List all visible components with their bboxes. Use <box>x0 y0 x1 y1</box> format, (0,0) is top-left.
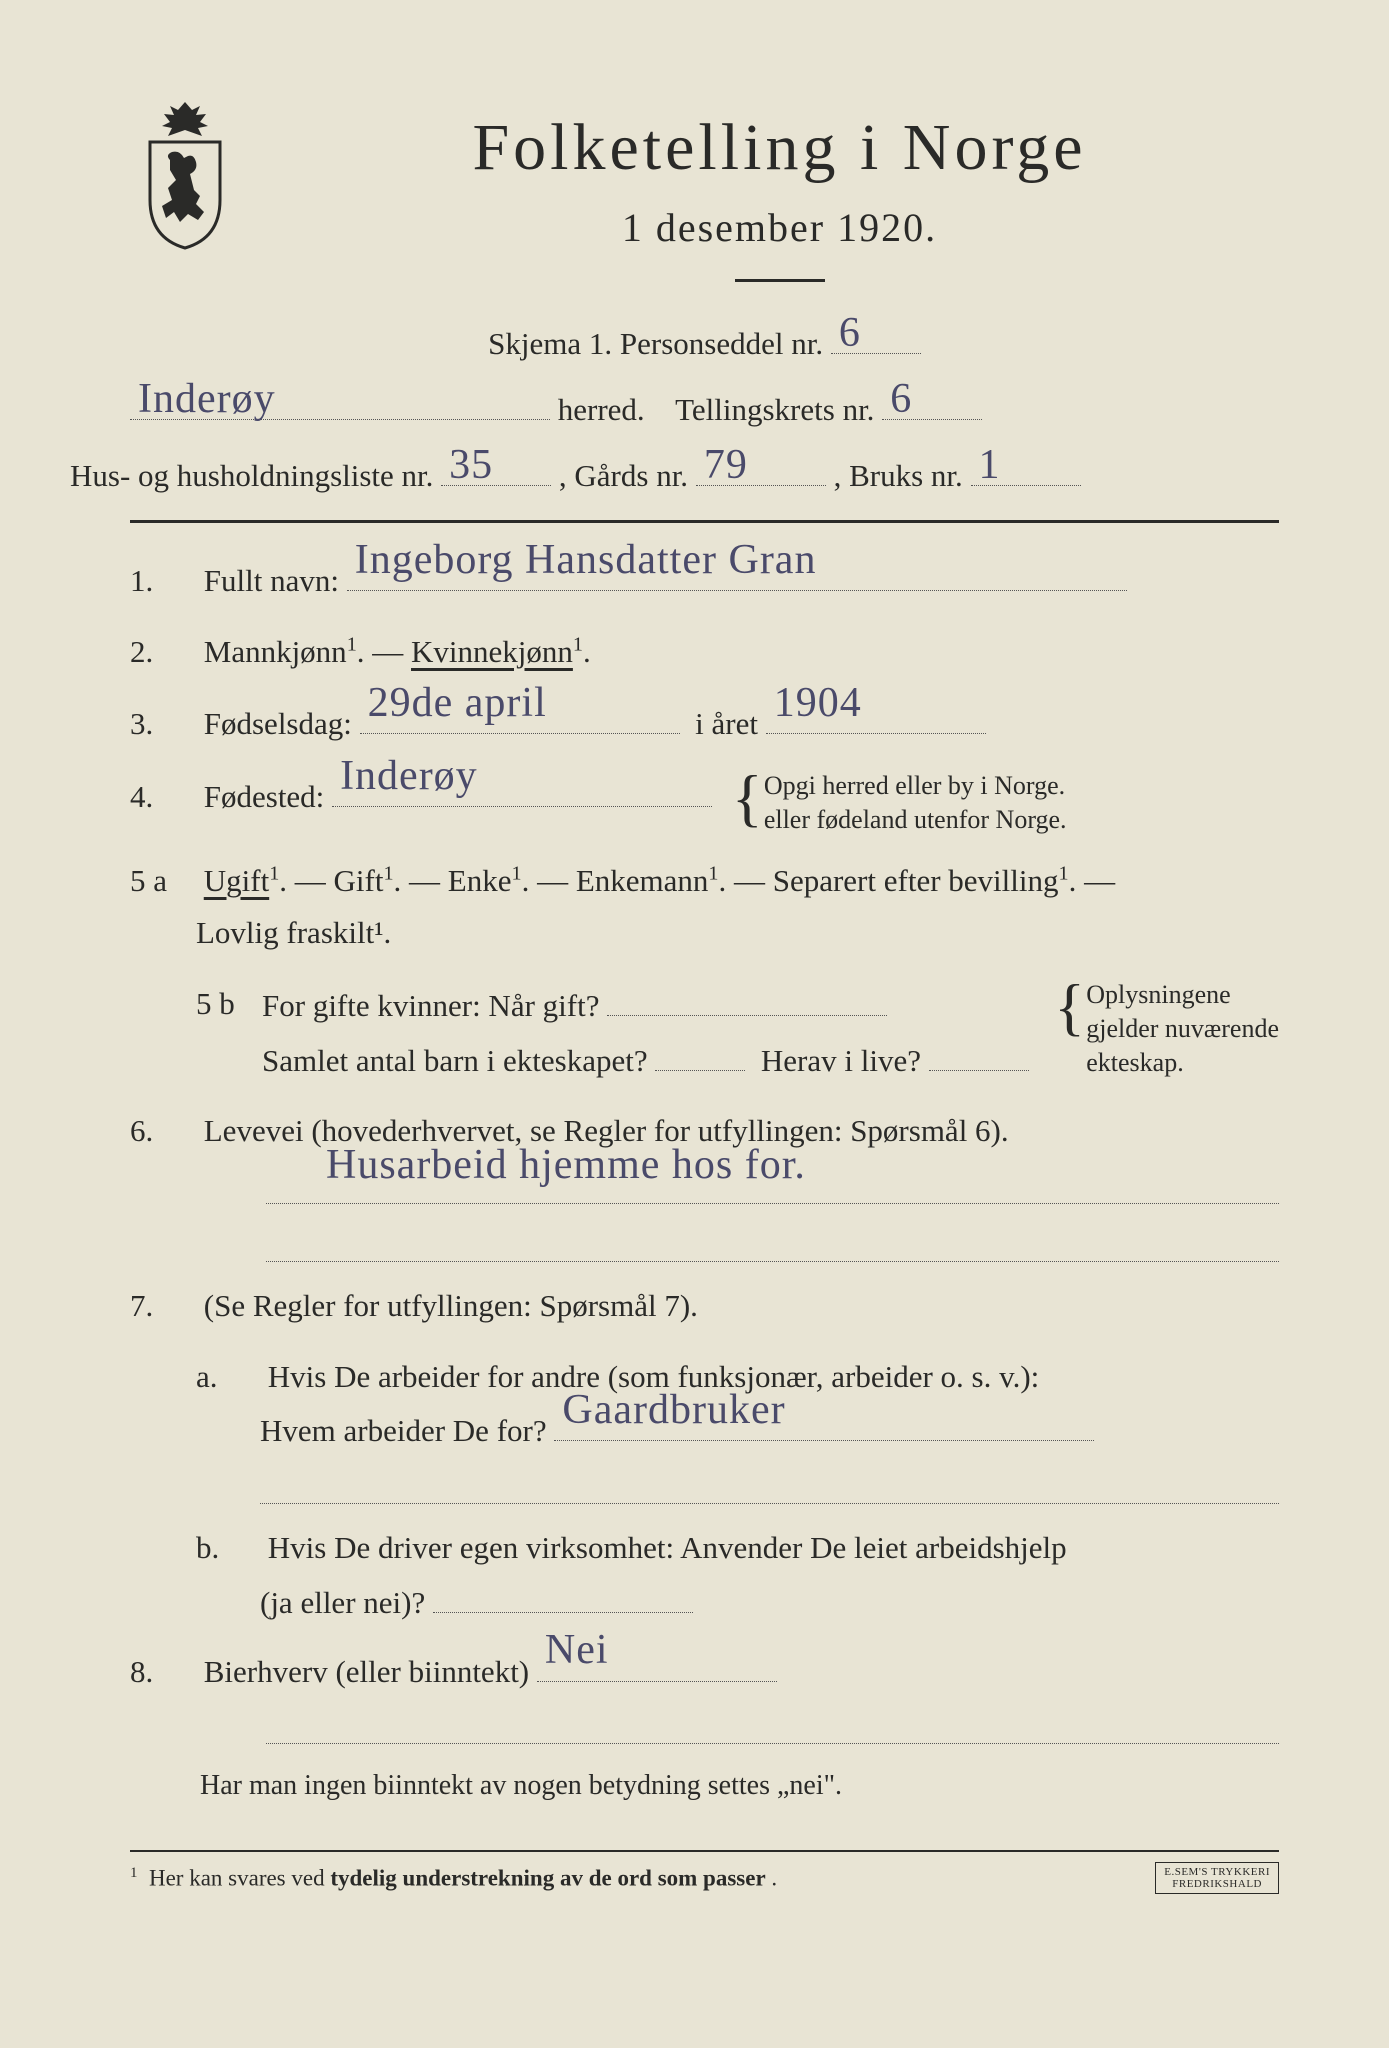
q1-num: 1. <box>130 555 196 608</box>
q5a-line2: Lovlig fraskilt¹. <box>196 915 391 950</box>
herred-value: Inderøy <box>138 373 276 425</box>
q3-year-label: i året <box>695 706 758 741</box>
q1-label: Fullt navn: <box>204 563 339 598</box>
q7-label: (Se Regler for utfyllingen: Spørsmål 7). <box>204 1288 698 1323</box>
question-2: 2. Mannkjønn1. — Kvinnekjønn1. <box>130 626 1279 679</box>
q7b-letter: b. <box>196 1522 260 1575</box>
q2-num: 2. <box>130 626 196 679</box>
skjema-label: Skjema 1. Personseddel nr. <box>488 326 823 361</box>
gards-nr: 79 <box>704 439 748 491</box>
q4-label: Fødested: <box>204 779 325 814</box>
q4-value: Inderøy <box>340 741 478 812</box>
q6-value: Husarbeid hjemme hos for. <box>326 1130 806 1201</box>
q3-year: 1904 <box>774 668 862 739</box>
q7a-text2: Hvem arbeider De for? <box>260 1413 547 1448</box>
q8-num: 8. <box>130 1646 196 1699</box>
question-7b: b. Hvis De driver egen virksomhet: Anven… <box>130 1522 1279 1629</box>
document-title: Folketelling i Norge <box>280 110 1279 186</box>
q4-note: Opgi herred eller by i Norge. eller føde… <box>740 769 1067 837</box>
footnote-text-b: tydelig understrekning av de ord som pas… <box>330 1865 765 1890</box>
question-8: 8. Bierhverv (eller biinntekt) Nei <box>130 1644 1279 1745</box>
document-header: Folketelling i Norge 1 desember 1920. <box>130 100 1279 282</box>
q4-num: 4. <box>130 771 196 824</box>
form-body: 1. Fullt navn: Ingeborg Hansdatter Gran … <box>130 553 1279 1810</box>
question-4: 4. Fødested: Inderøy Opgi herred eller b… <box>130 769 1279 837</box>
q3-label: Fødselsdag: <box>204 706 352 741</box>
meta-line-2: Inderøy herred. Tellingskrets nr. 6 <box>130 382 1279 436</box>
q7-num: 7. <box>130 1280 196 1333</box>
meta-block: Skjema 1. Personseddel nr. 6 Inderøy her… <box>130 316 1279 502</box>
footnote: 1 Her kan svares ved tydelig understrekn… <box>130 1862 1279 1894</box>
question-7a: a. Hvis De arbeider for andre (som funks… <box>130 1351 1279 1504</box>
title-rule <box>735 279 825 282</box>
q2-kvinne-underlined: Kvinnekjønn <box>411 634 573 669</box>
coat-of-arms-icon <box>130 100 240 250</box>
question-6: 6. Levevei (hovederhvervet, se Regler fo… <box>130 1105 1279 1262</box>
gards-label: , Gårds nr. <box>559 458 688 493</box>
q7b-text1: Hvis De driver egen virksomhet: Anvender… <box>268 1530 1067 1565</box>
q5a-ugift-underlined: Ugift <box>204 863 269 898</box>
q5b-note: Oplysningene gjelder nuværende ekteskap. <box>1062 978 1279 1079</box>
footnote-num: 1 <box>130 1865 137 1881</box>
q8-value: Nei <box>545 1615 609 1686</box>
q7a-letter: a. <box>196 1351 260 1404</box>
husliste-label: Hus- og husholdningsliste nr. <box>70 458 433 493</box>
q6-num: 6. <box>130 1105 196 1158</box>
question-5b: 5 b For gifte kvinner: Når gift? Samlet … <box>130 978 1279 1087</box>
question-7: 7. (Se Regler for utfyllingen: Spørsmål … <box>130 1280 1279 1333</box>
bottom-note: Har man ingen biinntekt av nogen betydni… <box>130 1762 1279 1810</box>
q5b-num: 5 b <box>196 978 262 1031</box>
question-1: 1. Fullt navn: Ingeborg Hansdatter Gran <box>130 553 1279 608</box>
document-subtitle: 1 desember 1920. <box>280 204 1279 251</box>
question-5a: 5 a Ugift1. — Gift1. — Enke1. — Enkemann… <box>130 855 1279 960</box>
q8-label: Bierhverv (eller biinntekt) <box>204 1654 529 1689</box>
q7b-text2: (ja eller nei)? <box>260 1585 425 1620</box>
q7a-value: Gaardbruker <box>562 1375 785 1446</box>
footnote-text-a: Her kan svares ved <box>149 1865 330 1890</box>
q3-day: 29de april <box>368 668 547 739</box>
q5b-l2a: Samlet antal barn i ekteskapet? <box>262 1043 648 1078</box>
meta-line-3: Hus- og husholdningsliste nr. 35 , Gårds… <box>70 448 1279 502</box>
meta-line-1: Skjema 1. Personseddel nr. 6 <box>130 316 1279 370</box>
q5b-l2b: Herav i live? <box>761 1043 921 1078</box>
printer-stamp: E.SEM'S TRYKKERI FREDRIKSHALD <box>1155 1862 1279 1894</box>
q5b-l1: For gifte kvinner: Når gift? <box>262 988 599 1023</box>
personseddel-nr: 6 <box>839 307 861 359</box>
bruks-label: , Bruks nr. <box>834 458 963 493</box>
header-rule <box>130 520 1279 523</box>
title-block: Folketelling i Norge 1 desember 1920. <box>280 100 1279 282</box>
tellingskrets-label: Tellingskrets nr. <box>675 392 874 427</box>
husliste-nr: 35 <box>449 439 493 491</box>
footnote-rule <box>130 1850 1279 1852</box>
q2-mann: Mannkjønn <box>204 634 347 669</box>
q5a-num: 5 a <box>130 855 196 908</box>
q3-num: 3. <box>130 698 196 751</box>
q1-value: Ingeborg Hansdatter Gran <box>355 525 817 596</box>
bruks-nr: 1 <box>979 439 1001 491</box>
question-3: 3. Fødselsdag: 29de april i året 1904 <box>130 696 1279 751</box>
herred-label: herred. <box>558 392 645 427</box>
tellingskrets-nr: 6 <box>890 373 912 425</box>
